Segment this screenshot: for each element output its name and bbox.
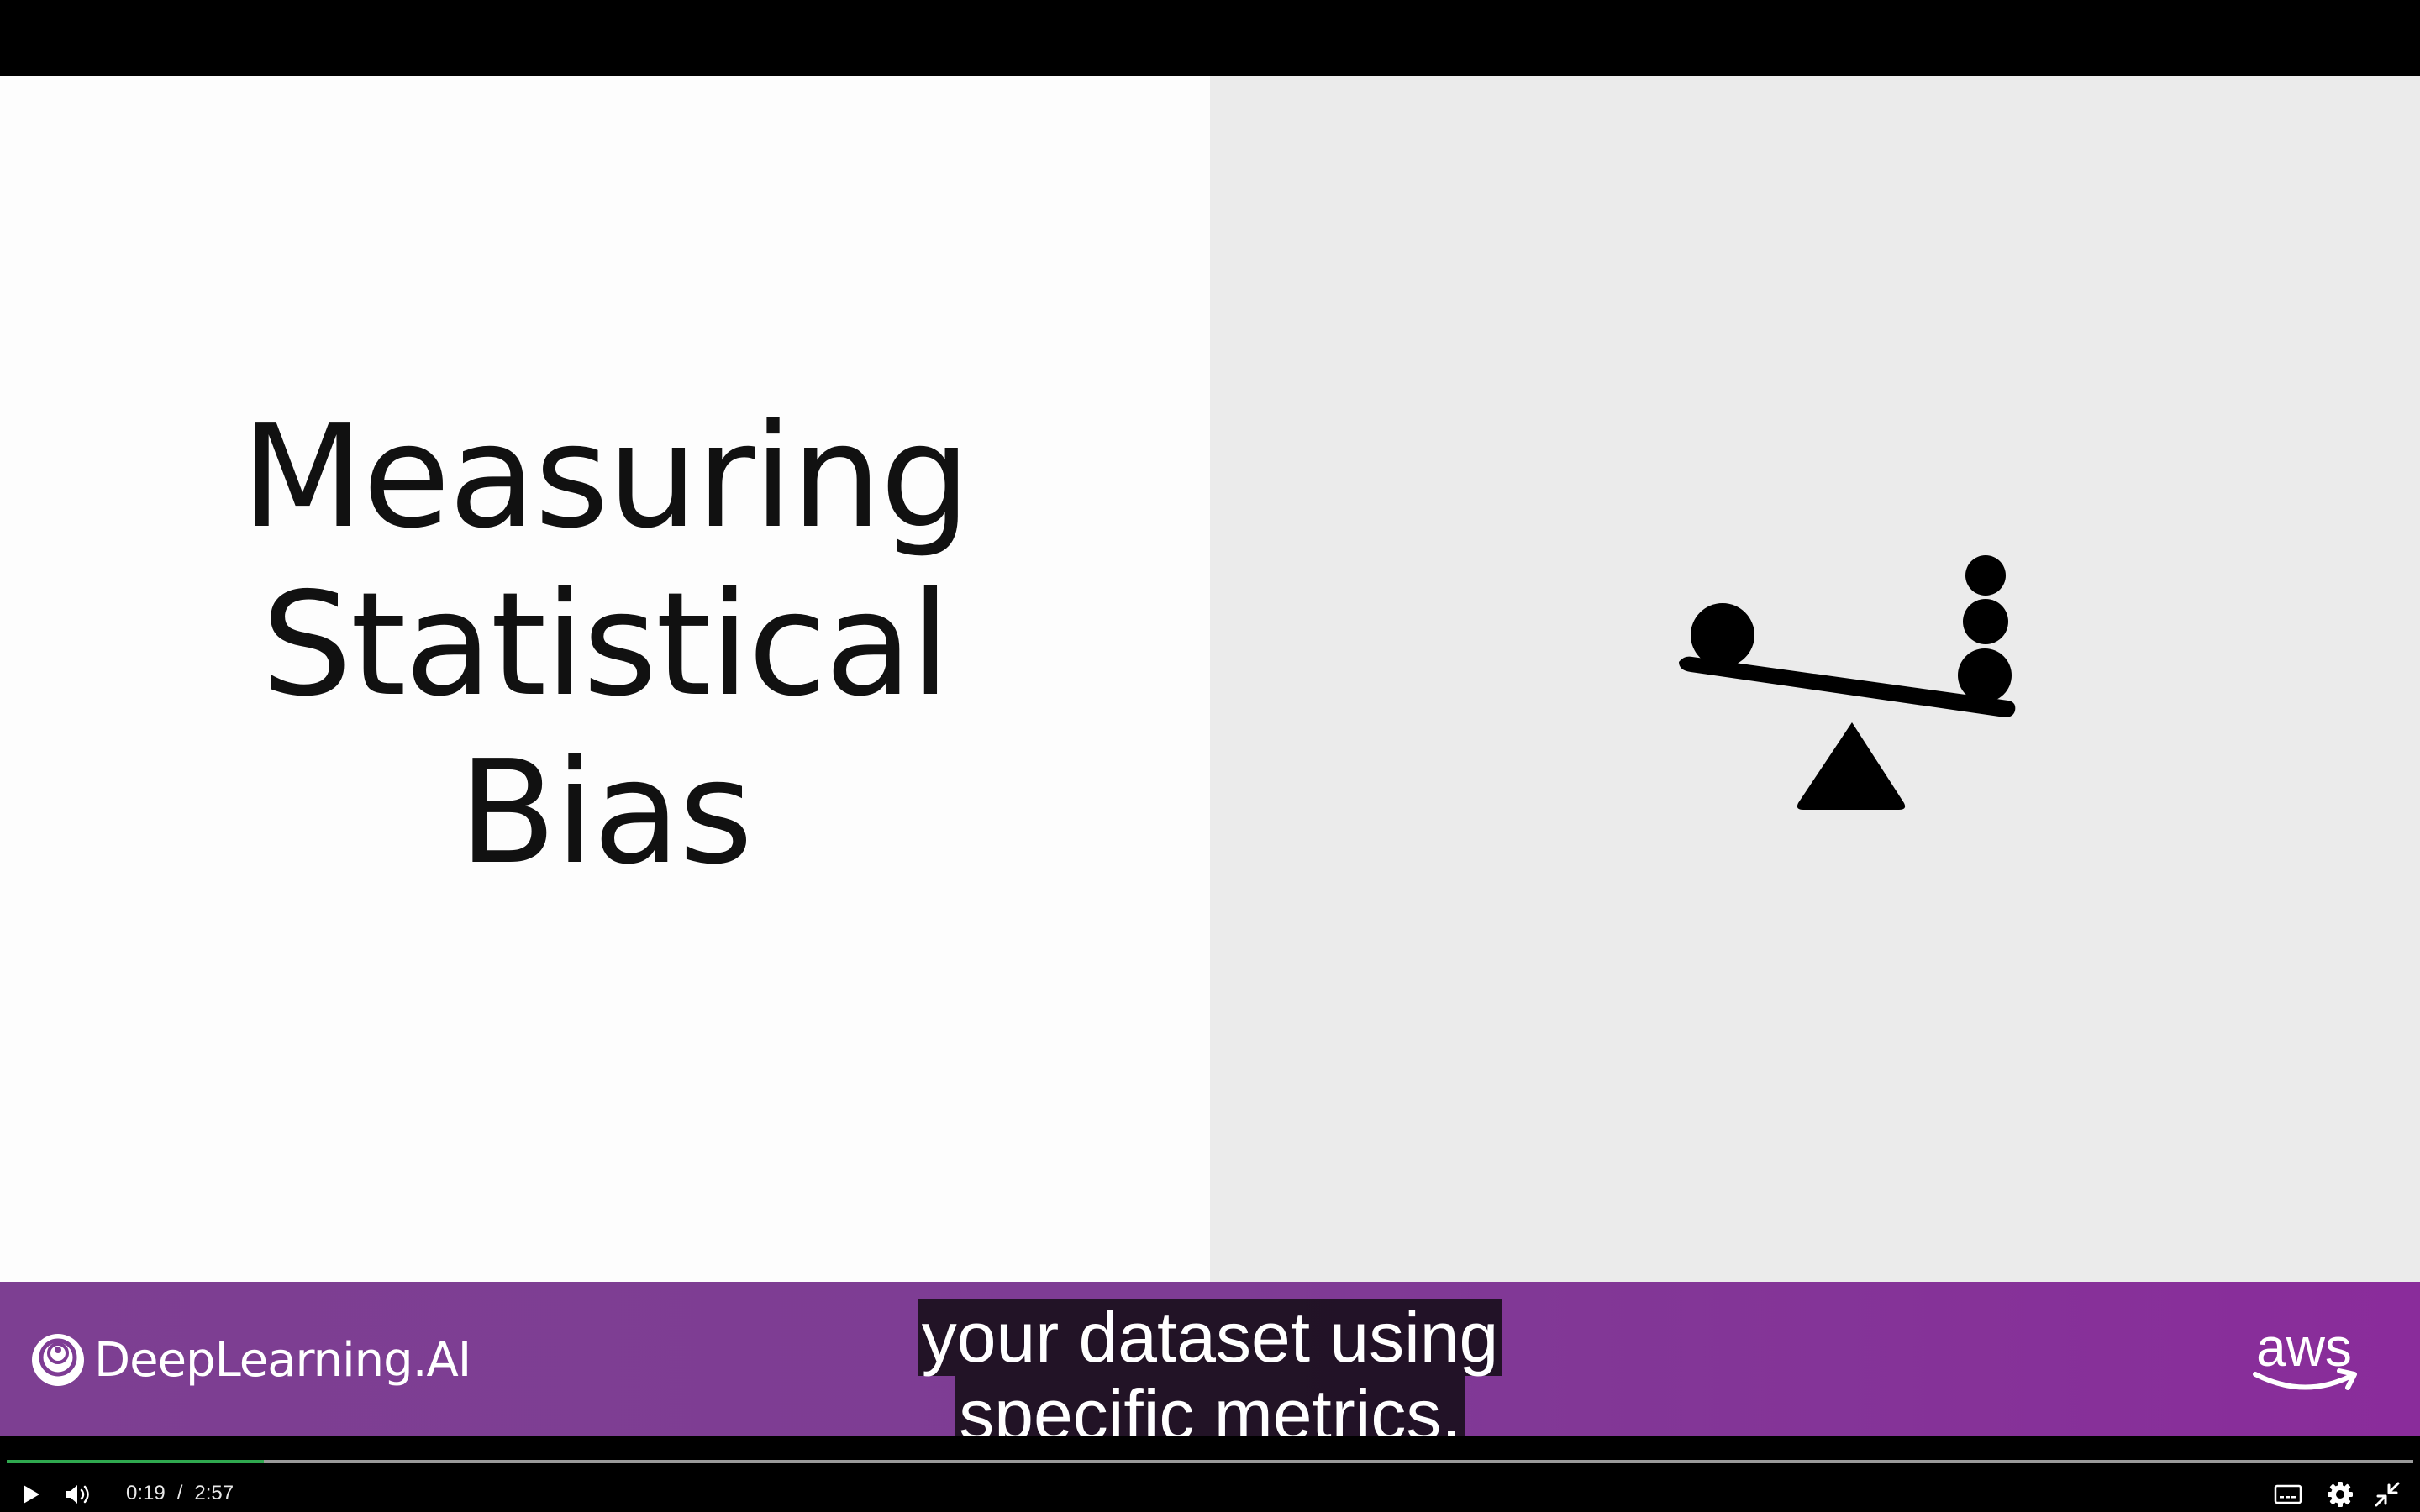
caption-line-2: specific metrics. (955, 1376, 1465, 1436)
seesaw-right-ball-3-icon (1965, 555, 2006, 596)
volume-icon (66, 1485, 89, 1504)
slide-left-panel: Measuring Statistical Bias (0, 76, 1210, 1282)
captions-button[interactable] (2270, 1477, 2306, 1512)
subtitle-captions: your dataset using specific metrics. (0, 1299, 2420, 1436)
seesaw-right-ball-1-icon (1958, 648, 2012, 702)
captions-icon (2274, 1484, 2302, 1504)
deeplearning-ai-logo-icon (32, 1334, 84, 1386)
exit-fullscreen-icon (2375, 1482, 2400, 1507)
aws-logo: aws (2245, 1320, 2363, 1396)
player-controls: 0:19 / 2:57 (0, 1436, 2420, 1512)
deeplearning-ai-logo-text: DeepLearning.AI (94, 1332, 471, 1388)
deeplearning-ai-logo: DeepLearning.AI (30, 1331, 471, 1389)
slide-title: Measuring Statistical Bias (0, 393, 1210, 897)
volume-button[interactable] (60, 1477, 96, 1512)
seesaw-beam-icon (1679, 656, 2016, 717)
video-frame[interactable]: Measuring Statistical Bias (0, 76, 2420, 1436)
time-separator: / (176, 1482, 183, 1504)
seesaw-fulcrum-icon (1797, 722, 1906, 810)
slide-title-line-3: Bias (458, 730, 754, 896)
duration: 2:57 (194, 1482, 234, 1504)
time-display: 0:19 / 2:57 (126, 1482, 234, 1505)
seesaw-left-ball-icon (1691, 603, 1754, 667)
caption-line-1: your dataset using (918, 1299, 1502, 1376)
aws-logo-text: aws (2256, 1317, 2352, 1378)
exit-fullscreen-button[interactable] (2370, 1477, 2405, 1512)
current-time: 0:19 (126, 1482, 166, 1504)
play-button[interactable] (13, 1477, 49, 1512)
aws-smile-icon (2253, 1368, 2357, 1390)
progress-bar-fill (7, 1460, 265, 1463)
seesaw-balance-icon (1679, 555, 2016, 810)
slide-title-line-1: Measuring (240, 394, 971, 560)
gear-icon (2328, 1482, 2353, 1507)
progress-bar[interactable] (7, 1460, 2413, 1463)
play-icon (24, 1485, 39, 1504)
slide-title-line-2: Statistical (261, 562, 950, 728)
seesaw-right-ball-2-icon (1963, 599, 2008, 644)
settings-button[interactable] (2323, 1477, 2358, 1512)
